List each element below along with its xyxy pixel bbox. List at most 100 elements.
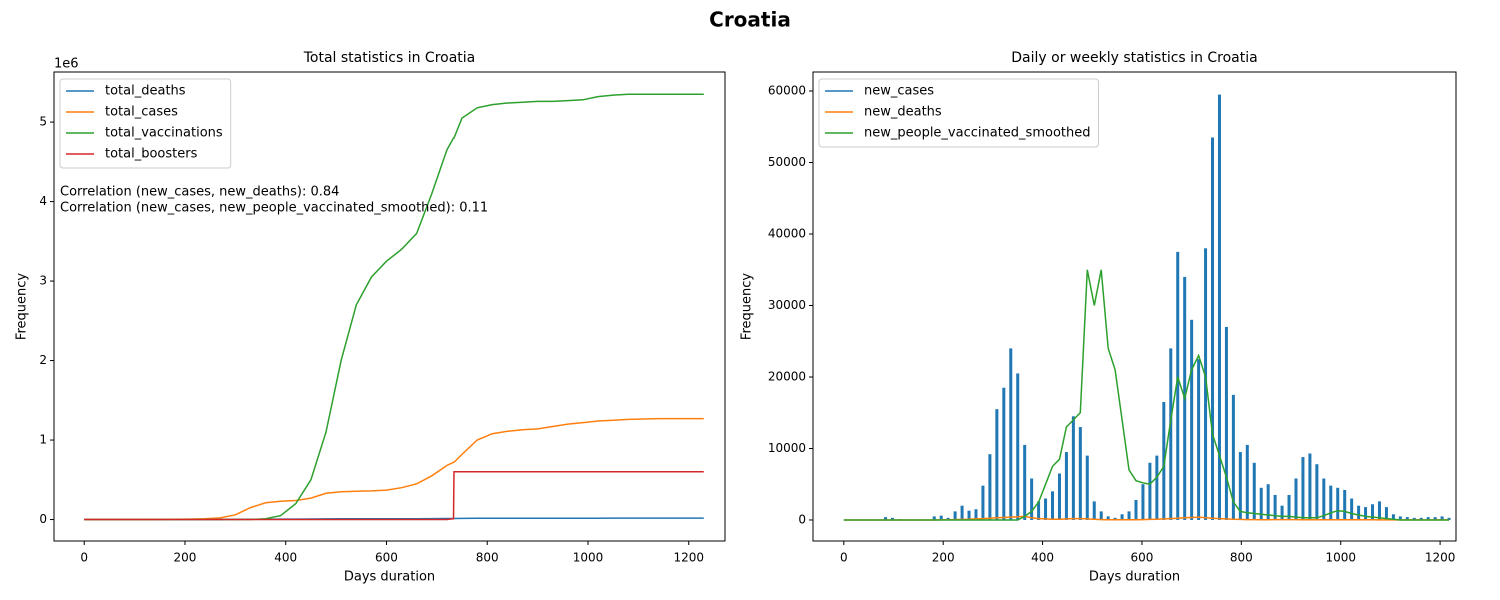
bar	[1259, 487, 1263, 520]
bar	[1064, 452, 1068, 520]
x-tick-label: 200	[174, 551, 197, 565]
x-tick-label: 800	[1230, 551, 1253, 565]
bar	[1419, 517, 1423, 520]
figure-title: Croatia	[709, 8, 791, 32]
y-axis-label: Frequency	[15, 273, 30, 340]
y-tick-label: 0	[798, 512, 806, 526]
bar	[1245, 444, 1249, 520]
bar	[1176, 251, 1180, 520]
y-tick-label: 4	[39, 194, 47, 208]
legend-label: total_cases	[105, 105, 178, 120]
y-offset-label: 1e6	[54, 57, 79, 72]
bar	[981, 485, 985, 520]
bar	[1350, 498, 1354, 520]
bar	[960, 505, 964, 520]
axes-frame	[812, 71, 1457, 542]
y-tick-label: 30000	[768, 298, 806, 312]
bar	[1384, 507, 1388, 520]
legend-label: new_deaths	[864, 105, 942, 120]
annotation: Correlation (new_cases, new_deaths): 0.8…	[60, 185, 339, 200]
bar	[1162, 402, 1166, 520]
bar	[939, 515, 943, 520]
bar	[1023, 444, 1027, 520]
legend-box	[818, 78, 1099, 148]
bar	[1266, 484, 1270, 520]
y-tick-label: 1	[39, 433, 47, 447]
y-tick-label: 3	[39, 274, 47, 288]
bar	[884, 517, 888, 520]
y-axis-label: Frequency	[740, 273, 755, 340]
bar	[1092, 501, 1096, 520]
legend-label: total_boosters	[105, 147, 198, 162]
x-tick-label: 0	[840, 551, 848, 565]
bar	[1433, 517, 1437, 520]
x-tick-label: 0	[80, 551, 88, 565]
bar	[1051, 491, 1055, 520]
bar	[1106, 516, 1110, 520]
x-axis-label: Days duration	[1089, 570, 1180, 585]
bar	[1099, 511, 1103, 520]
bar	[967, 510, 971, 520]
axes-title: Daily or weekly statistics in Croatia	[1011, 50, 1257, 66]
legend: total_deaths total_cases total_vaccination…	[59, 78, 232, 169]
bar	[995, 409, 999, 520]
bar	[1329, 485, 1333, 520]
bar	[1377, 501, 1381, 520]
bar	[1398, 516, 1402, 520]
bar	[1217, 94, 1221, 520]
bar	[1078, 427, 1082, 520]
bar	[1336, 487, 1340, 520]
bar	[1252, 462, 1256, 520]
plot-area	[843, 94, 1451, 521]
bar	[1127, 511, 1131, 520]
y-tick-label: 60000	[768, 84, 806, 98]
y-tick-label: 5	[39, 115, 47, 129]
y-tick-label: 2	[39, 353, 47, 367]
bar	[1009, 348, 1013, 520]
x-tick-label: 1200	[1425, 551, 1456, 565]
bar	[1231, 394, 1235, 520]
bar	[1085, 455, 1089, 520]
y-tick-label: 50000	[768, 155, 806, 169]
bar	[1364, 507, 1368, 520]
bar	[1120, 514, 1124, 520]
bar	[1301, 457, 1305, 520]
legend-label: new_cases	[864, 84, 934, 99]
bar	[1057, 473, 1061, 520]
bar	[1224, 326, 1228, 520]
bar	[1426, 517, 1430, 520]
bar	[1037, 501, 1041, 520]
bar	[1315, 464, 1319, 520]
bar	[1308, 453, 1312, 520]
bar	[1169, 348, 1173, 520]
bar	[891, 517, 895, 520]
bar	[1412, 517, 1416, 520]
bar	[1002, 387, 1006, 520]
bar	[1211, 137, 1215, 520]
x-tick-label: 600	[375, 551, 398, 565]
legend-label: total_deaths	[105, 84, 186, 99]
bar	[1197, 359, 1201, 520]
x-tick-label: 1000	[1325, 551, 1356, 565]
axes-frame	[53, 71, 726, 542]
legend-label: new_people_vaccinated_smoothed	[864, 126, 1090, 141]
bar	[1113, 517, 1117, 520]
bar	[1371, 504, 1375, 520]
line	[843, 269, 1449, 521]
line	[84, 471, 704, 521]
legend: new_cases new_deaths new_people_vaccinated…	[818, 78, 1099, 148]
x-tick-label: 200	[932, 551, 955, 565]
bar	[1071, 416, 1075, 520]
y-tick-label: 10000	[768, 441, 806, 455]
bar	[932, 516, 936, 520]
x-tick-label: 800	[476, 551, 499, 565]
x-tick-label: 400	[274, 551, 297, 565]
bar	[1141, 484, 1145, 520]
bar	[1155, 455, 1159, 520]
bar	[1044, 498, 1048, 520]
bar	[1238, 452, 1242, 520]
x-tick-label: 600	[1131, 551, 1154, 565]
axes-title: Total statistics in Croatia	[303, 50, 476, 66]
